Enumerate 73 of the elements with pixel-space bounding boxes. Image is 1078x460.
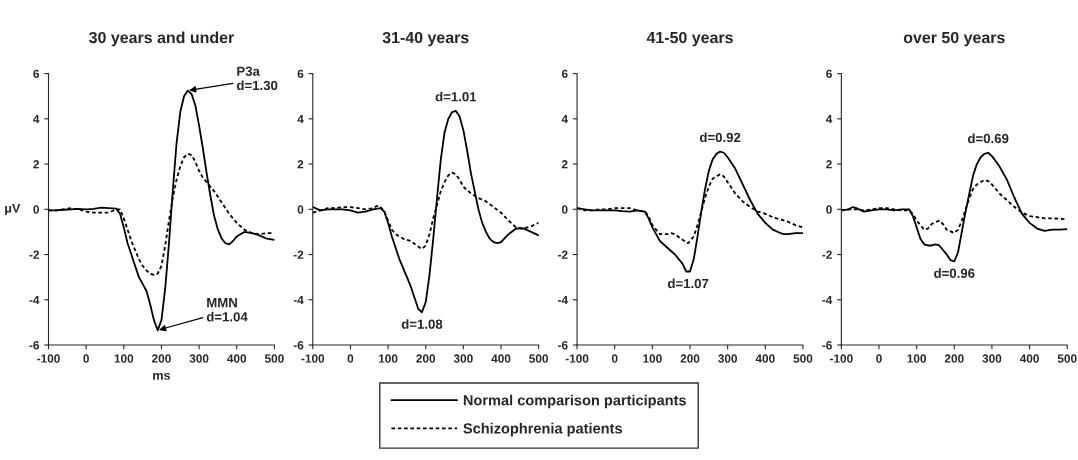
x-tick-label: 100 bbox=[378, 354, 398, 363]
x-tick-label: -100 bbox=[565, 354, 589, 363]
x-tick-label: 0 bbox=[876, 354, 882, 363]
x-tick-label: 100 bbox=[114, 354, 134, 363]
y-tick-label: 0 bbox=[826, 205, 832, 214]
y-tick-label: 4 bbox=[297, 114, 304, 124]
y-tick-label: -6 bbox=[558, 341, 568, 350]
y-tick-label: -2 bbox=[293, 250, 304, 259]
y-tick-label: 0 bbox=[561, 205, 568, 214]
y-tick-label: -4 bbox=[558, 295, 568, 305]
y-tick-label: -4 bbox=[29, 295, 40, 305]
x-tick-label: -100 bbox=[301, 354, 325, 363]
annotation: d=0.69 bbox=[967, 133, 1009, 144]
x-tick-label: -100 bbox=[829, 354, 853, 363]
x-tick-label: 500 bbox=[264, 354, 284, 363]
x-tick-label: 400 bbox=[491, 354, 511, 363]
x-tick-label: 300 bbox=[982, 354, 1002, 363]
y-tick-label: 4 bbox=[825, 114, 833, 124]
legend-label: Schizophrenia patients bbox=[463, 422, 622, 437]
x-tick-label: 200 bbox=[416, 354, 436, 363]
x-tick-label: 400 bbox=[1019, 354, 1039, 363]
chart-title: over 50 years bbox=[903, 31, 1005, 47]
y-tick-label: 6 bbox=[297, 69, 304, 78]
y-tick-label: 2 bbox=[297, 160, 304, 169]
y-tick-label: -6 bbox=[293, 341, 304, 350]
x-tick-label: 300 bbox=[453, 354, 473, 363]
x-tick-label: 300 bbox=[718, 354, 738, 363]
annotation: P3a d=1.30 bbox=[236, 66, 278, 91]
y-tick-label: 2 bbox=[33, 160, 40, 169]
legend-label: Normal comparison participants bbox=[463, 394, 686, 409]
x-tick-label: 0 bbox=[611, 354, 618, 363]
x-tick-label: 0 bbox=[347, 354, 354, 363]
x-tick-label: -100 bbox=[37, 354, 60, 363]
chart-title: 41-50 years bbox=[646, 31, 733, 47]
x-tick-label: 400 bbox=[755, 354, 775, 363]
y-tick-label: -4 bbox=[822, 295, 833, 305]
y-tick-label: -2 bbox=[822, 250, 832, 259]
x-tick-label: 400 bbox=[227, 354, 247, 363]
y-tick-label: 6 bbox=[561, 69, 568, 78]
annotation: MMN d=1.04 bbox=[206, 298, 248, 322]
x-tick-label: 500 bbox=[1057, 354, 1077, 363]
annotation: d=0.96 bbox=[934, 268, 975, 278]
y-tick-label: 0 bbox=[33, 205, 39, 214]
y-tick-label: -4 bbox=[293, 295, 304, 305]
x-tick-label: 200 bbox=[152, 354, 171, 363]
annotation: d=0.92 bbox=[699, 132, 741, 143]
y-tick-label: 6 bbox=[826, 69, 832, 78]
x-tick-label: 500 bbox=[793, 354, 813, 363]
chart-title: 30 years and under bbox=[89, 31, 235, 47]
x-tick-label: 300 bbox=[189, 354, 209, 363]
y-tick-label: -6 bbox=[822, 341, 832, 350]
y-tick-label: 4 bbox=[33, 114, 40, 124]
x-tick-label: 500 bbox=[529, 354, 549, 363]
x-axis-title: ms bbox=[153, 372, 170, 380]
line-series bbox=[312, 110, 539, 314]
y-tick-label: -2 bbox=[558, 250, 568, 259]
y-tick-label: 2 bbox=[561, 160, 568, 169]
y-tick-label: 6 bbox=[33, 69, 40, 78]
annotation: d=1.08 bbox=[401, 319, 443, 329]
chart-title: 31-40 years bbox=[382, 31, 469, 47]
y-tick-label: 2 bbox=[826, 160, 832, 169]
annotation: d=1.07 bbox=[667, 278, 709, 289]
x-tick-label: 200 bbox=[944, 354, 964, 363]
x-tick-label: 100 bbox=[643, 354, 662, 363]
y-tick-label: -6 bbox=[29, 341, 40, 350]
y-tick-label: 0 bbox=[297, 205, 304, 214]
y-tick-label: -2 bbox=[29, 250, 40, 259]
y-tick-label: 4 bbox=[561, 114, 568, 124]
annotation: d=1.01 bbox=[435, 91, 477, 102]
x-tick-label: 0 bbox=[83, 354, 89, 363]
x-tick-label: 200 bbox=[680, 354, 700, 363]
y-axis-title: μV bbox=[5, 203, 21, 216]
x-tick-label: 100 bbox=[907, 354, 926, 363]
